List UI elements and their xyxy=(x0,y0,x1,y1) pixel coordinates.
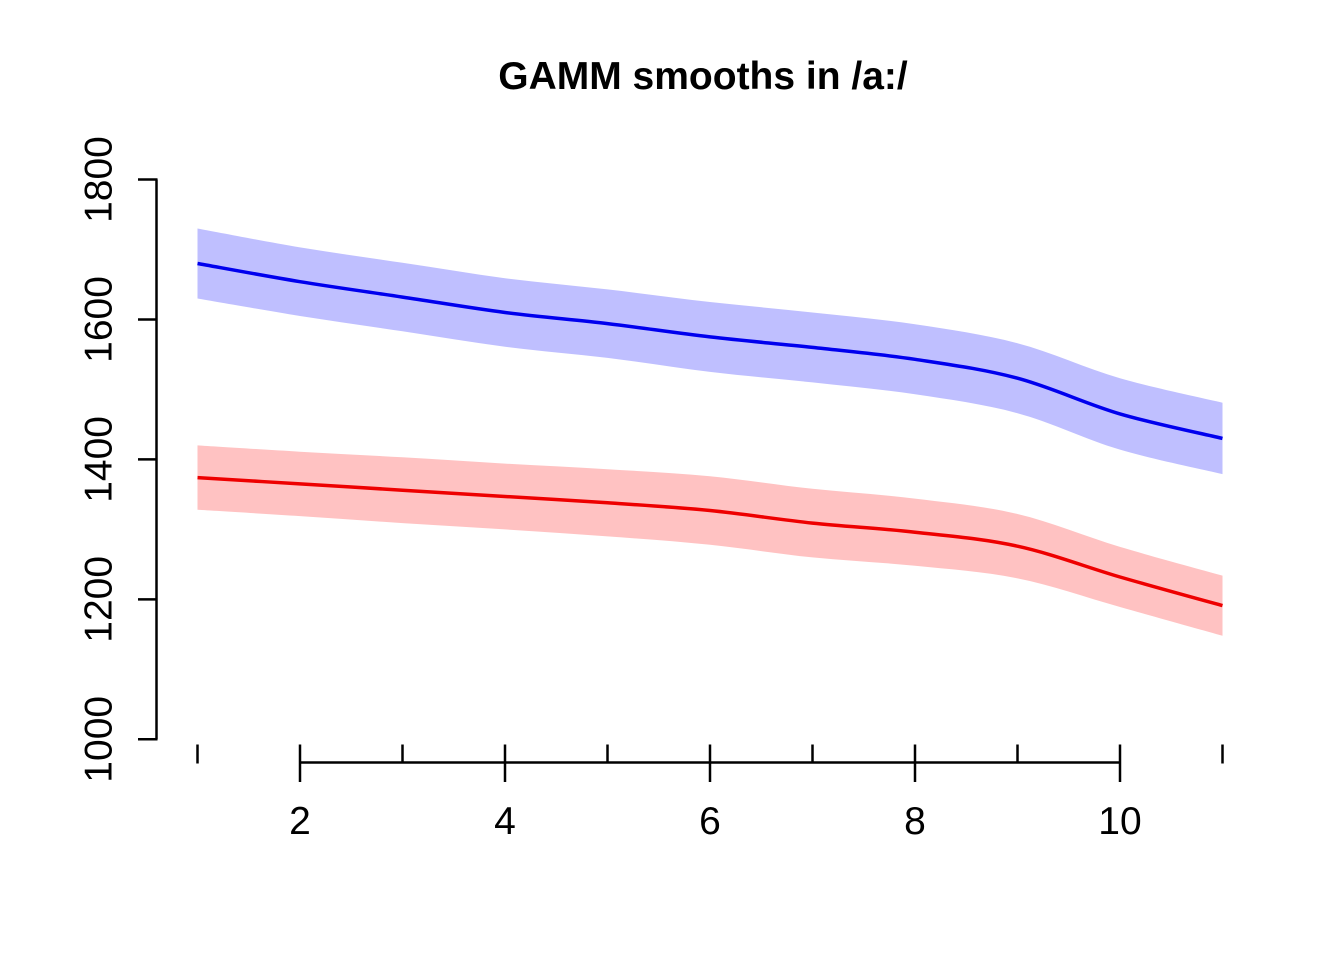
x-tick-label: 10 xyxy=(1098,800,1141,843)
blue-smooth-band xyxy=(197,228,1223,475)
x-axis: 2 4 6 8 10 xyxy=(196,744,1224,843)
red-smooth-line xyxy=(197,475,1223,608)
y-axis: 1000 1200 1400 1600 1800 xyxy=(78,136,158,783)
blue-smooth-line xyxy=(197,261,1223,441)
y-tick-label: 1000 xyxy=(78,696,121,783)
chart-title: GAMM smooths in /a:/ xyxy=(498,55,908,98)
y-tick-label: 1600 xyxy=(78,276,121,363)
x-tick-label: 2 xyxy=(289,800,311,843)
x-tick-label: 6 xyxy=(699,800,721,843)
y-tick-label: 1200 xyxy=(78,556,121,643)
y-tick-label: 1800 xyxy=(78,136,121,223)
red-smooth-band xyxy=(197,445,1223,636)
smooth-lines xyxy=(197,261,1223,608)
y-tick-label: 1400 xyxy=(78,416,121,503)
x-tick-label: 4 xyxy=(494,800,516,843)
x-tick-label: 8 xyxy=(904,800,926,843)
